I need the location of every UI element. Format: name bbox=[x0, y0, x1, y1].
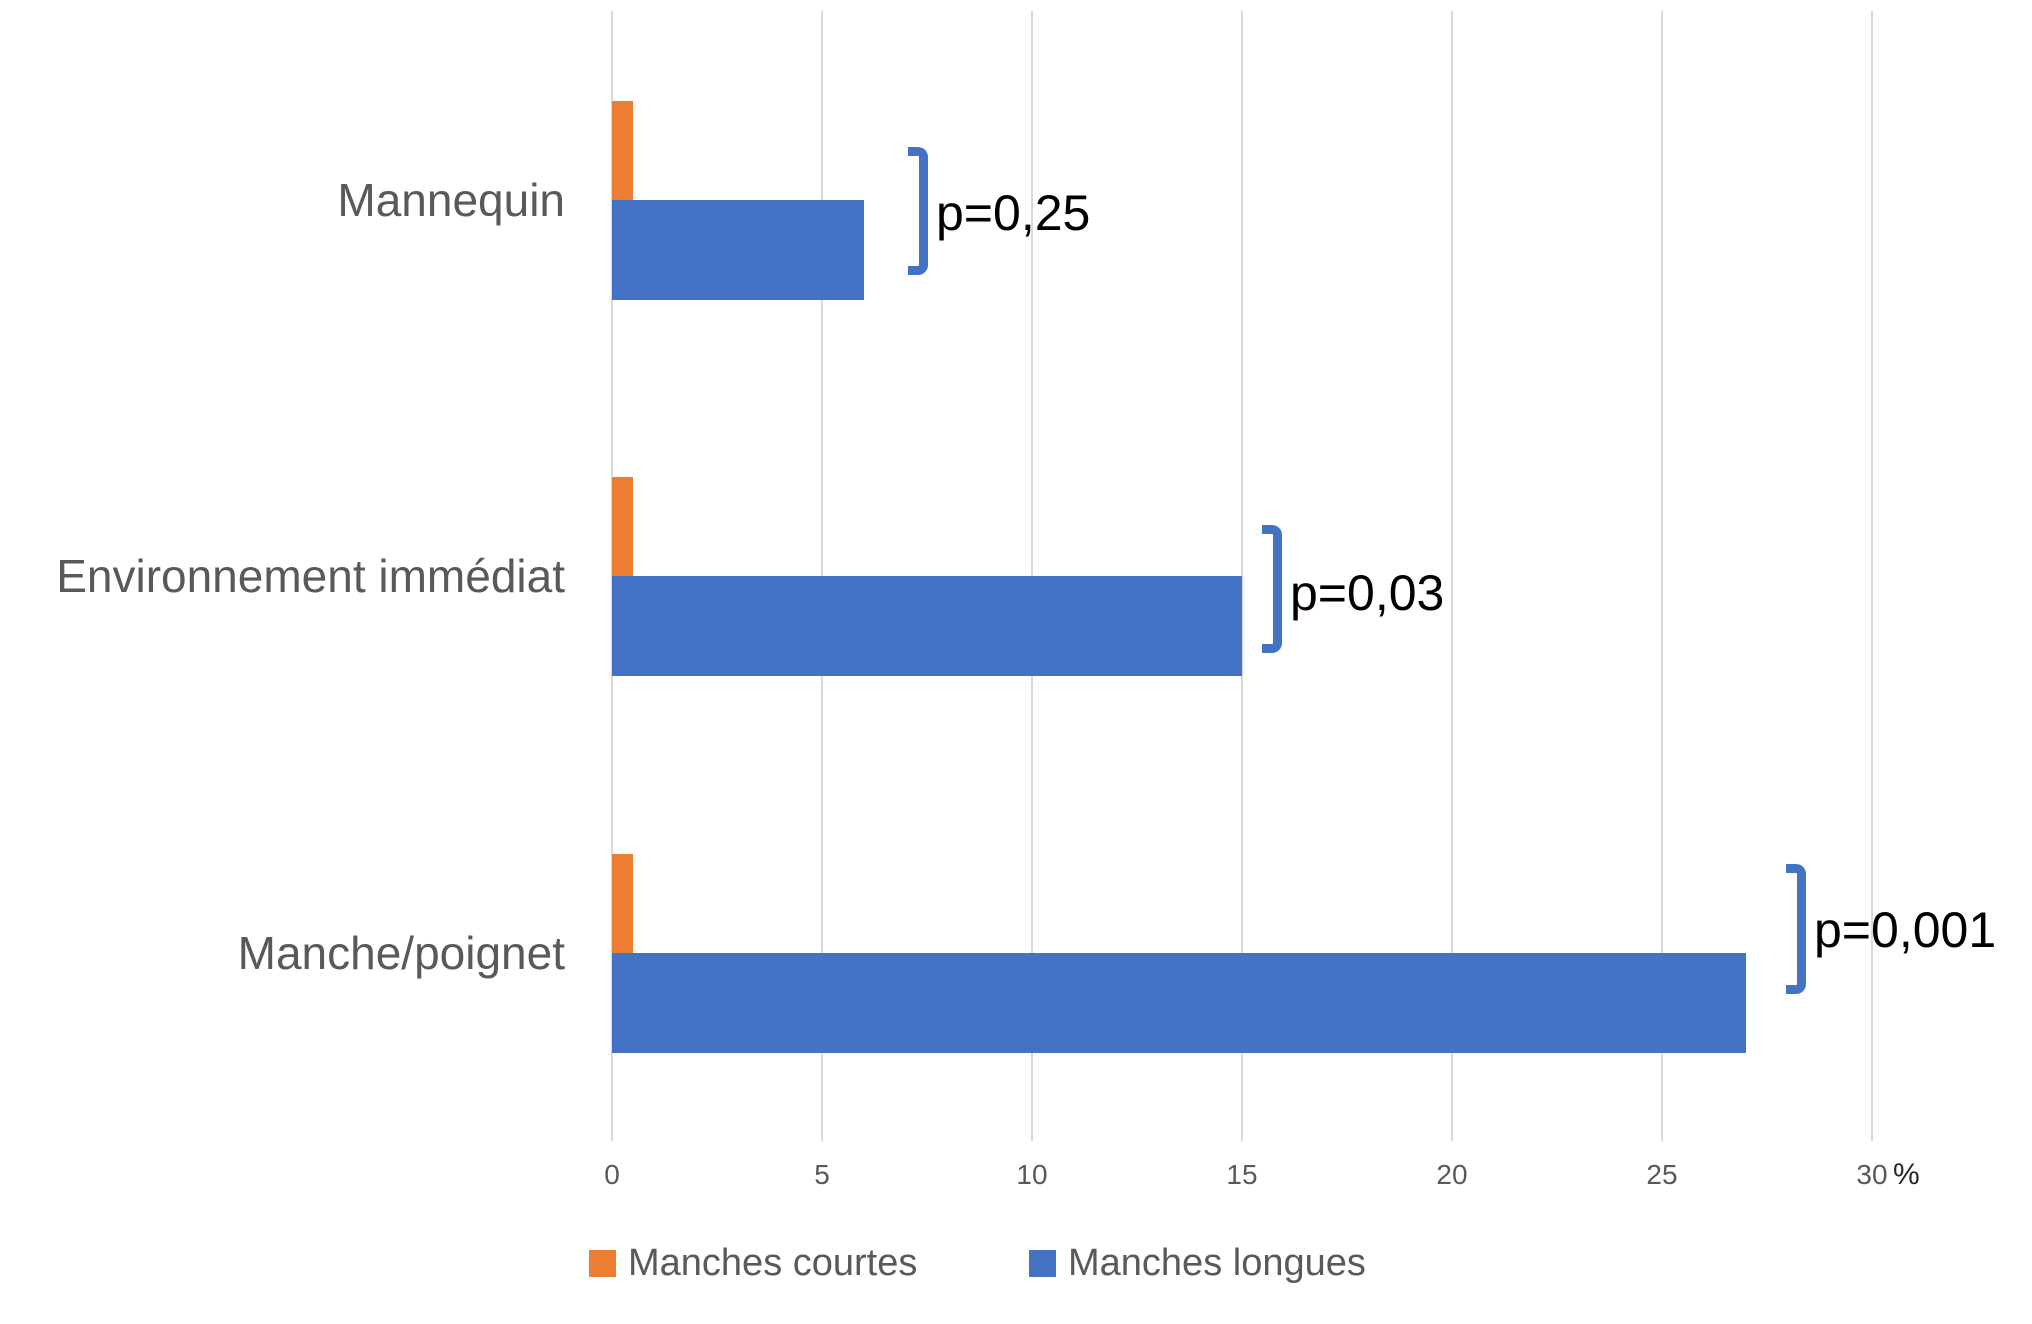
p-value-label: p=0,001 bbox=[1814, 902, 1997, 958]
gridline bbox=[1871, 11, 1873, 1141]
legend-label: Manches courtes bbox=[628, 1241, 918, 1284]
x-axis-unit-label: % bbox=[1893, 1158, 1920, 1191]
x-axis-tick-label: 25 bbox=[1646, 1159, 1678, 1190]
bar-manches-courtes bbox=[612, 101, 633, 200]
x-axis-tick-label: 15 bbox=[1226, 1159, 1258, 1190]
category-label: Mannequin bbox=[337, 174, 565, 226]
x-axis-tick-label: 5 bbox=[814, 1159, 830, 1190]
bar-manches-longues bbox=[612, 953, 1746, 1053]
category-label: Manche/poignet bbox=[237, 927, 565, 979]
p-value-label: p=0,03 bbox=[1290, 565, 1445, 621]
legend-item: Manches courtes bbox=[589, 1240, 917, 1286]
legend-item: Manches longues bbox=[1029, 1240, 1366, 1286]
p-value-label: p=0,25 bbox=[936, 185, 1091, 241]
x-axis-tick-label: 0 bbox=[604, 1159, 620, 1190]
p-value-bracket bbox=[908, 147, 928, 275]
p-value-bracket bbox=[1262, 525, 1282, 653]
x-axis-tick-label: 10 bbox=[1016, 1159, 1048, 1190]
x-axis-tick-label: 20 bbox=[1436, 1159, 1468, 1190]
category-label: Environnement immédiat bbox=[56, 550, 565, 602]
gridline bbox=[1661, 11, 1663, 1141]
bar-manches-longues bbox=[612, 200, 864, 300]
legend-swatch bbox=[1029, 1249, 1056, 1277]
p-value-bracket bbox=[1786, 864, 1806, 994]
legend-label: Manches longues bbox=[1068, 1241, 1366, 1284]
gridline bbox=[1241, 11, 1243, 1141]
bar-manches-courtes bbox=[612, 477, 633, 576]
gridline bbox=[1451, 11, 1453, 1141]
bar-manches-courtes bbox=[612, 854, 633, 953]
x-axis-tick-label: 30 bbox=[1856, 1159, 1888, 1190]
legend-swatch bbox=[589, 1249, 616, 1277]
bar-manches-longues bbox=[612, 576, 1242, 676]
